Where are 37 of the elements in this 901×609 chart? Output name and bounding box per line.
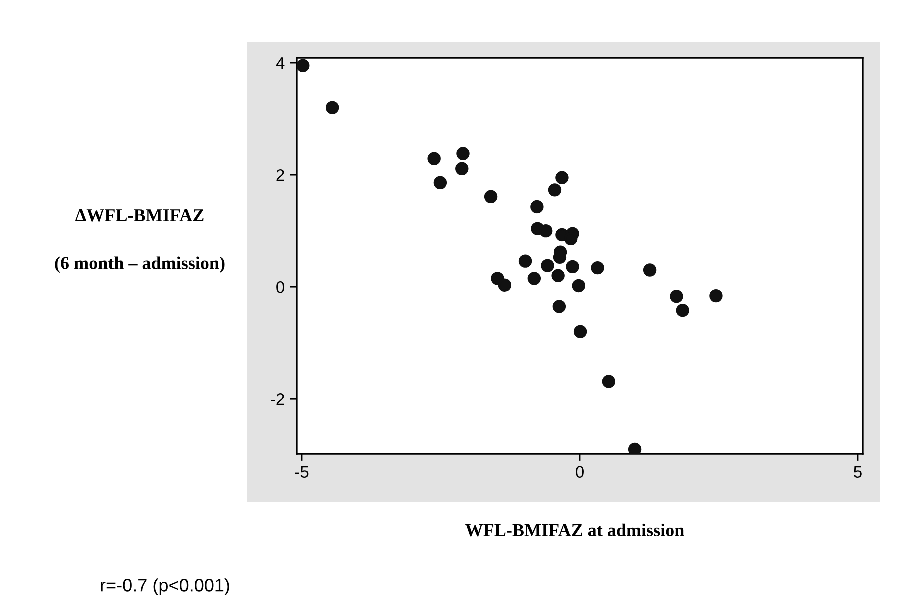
- y-tick-label: 0: [276, 281, 285, 294]
- point: [326, 101, 340, 114]
- point: [541, 259, 554, 272]
- point: [530, 200, 544, 214]
- point: [566, 260, 580, 274]
- point: [552, 300, 566, 314]
- point: [591, 261, 604, 275]
- point: [710, 289, 723, 303]
- point: [297, 59, 310, 72]
- point: [670, 290, 684, 304]
- y-tick-label: -2: [271, 394, 284, 406]
- point: [643, 264, 657, 277]
- point: [498, 278, 512, 292]
- y-tick-label: 4: [276, 58, 285, 70]
- point: [548, 184, 562, 197]
- x-tick-label: 0: [576, 466, 584, 478]
- point: [518, 254, 532, 268]
- point: [528, 272, 542, 286]
- x-tick-label: -5: [295, 466, 309, 478]
- point: [539, 224, 553, 238]
- point: [428, 152, 441, 166]
- point: [628, 442, 642, 454]
- point: [552, 269, 565, 282]
- x-axis-title: WFL-BMIFAZ at admission: [466, 524, 684, 537]
- point: [456, 162, 469, 176]
- point: [574, 325, 588, 338]
- point: [456, 147, 470, 160]
- text: ΔWFL-BMIFAZ (6 month – admission): [55, 210, 225, 274]
- point: [572, 279, 586, 293]
- point: [556, 171, 569, 184]
- y-tick-label: 2: [276, 169, 284, 182]
- point: [602, 375, 616, 388]
- point: [484, 190, 498, 204]
- point: [676, 304, 690, 318]
- x-tick-label: 5: [854, 466, 862, 478]
- point: [434, 176, 448, 190]
- text: r=-0.7 (p<0.001): [101, 578, 230, 596]
